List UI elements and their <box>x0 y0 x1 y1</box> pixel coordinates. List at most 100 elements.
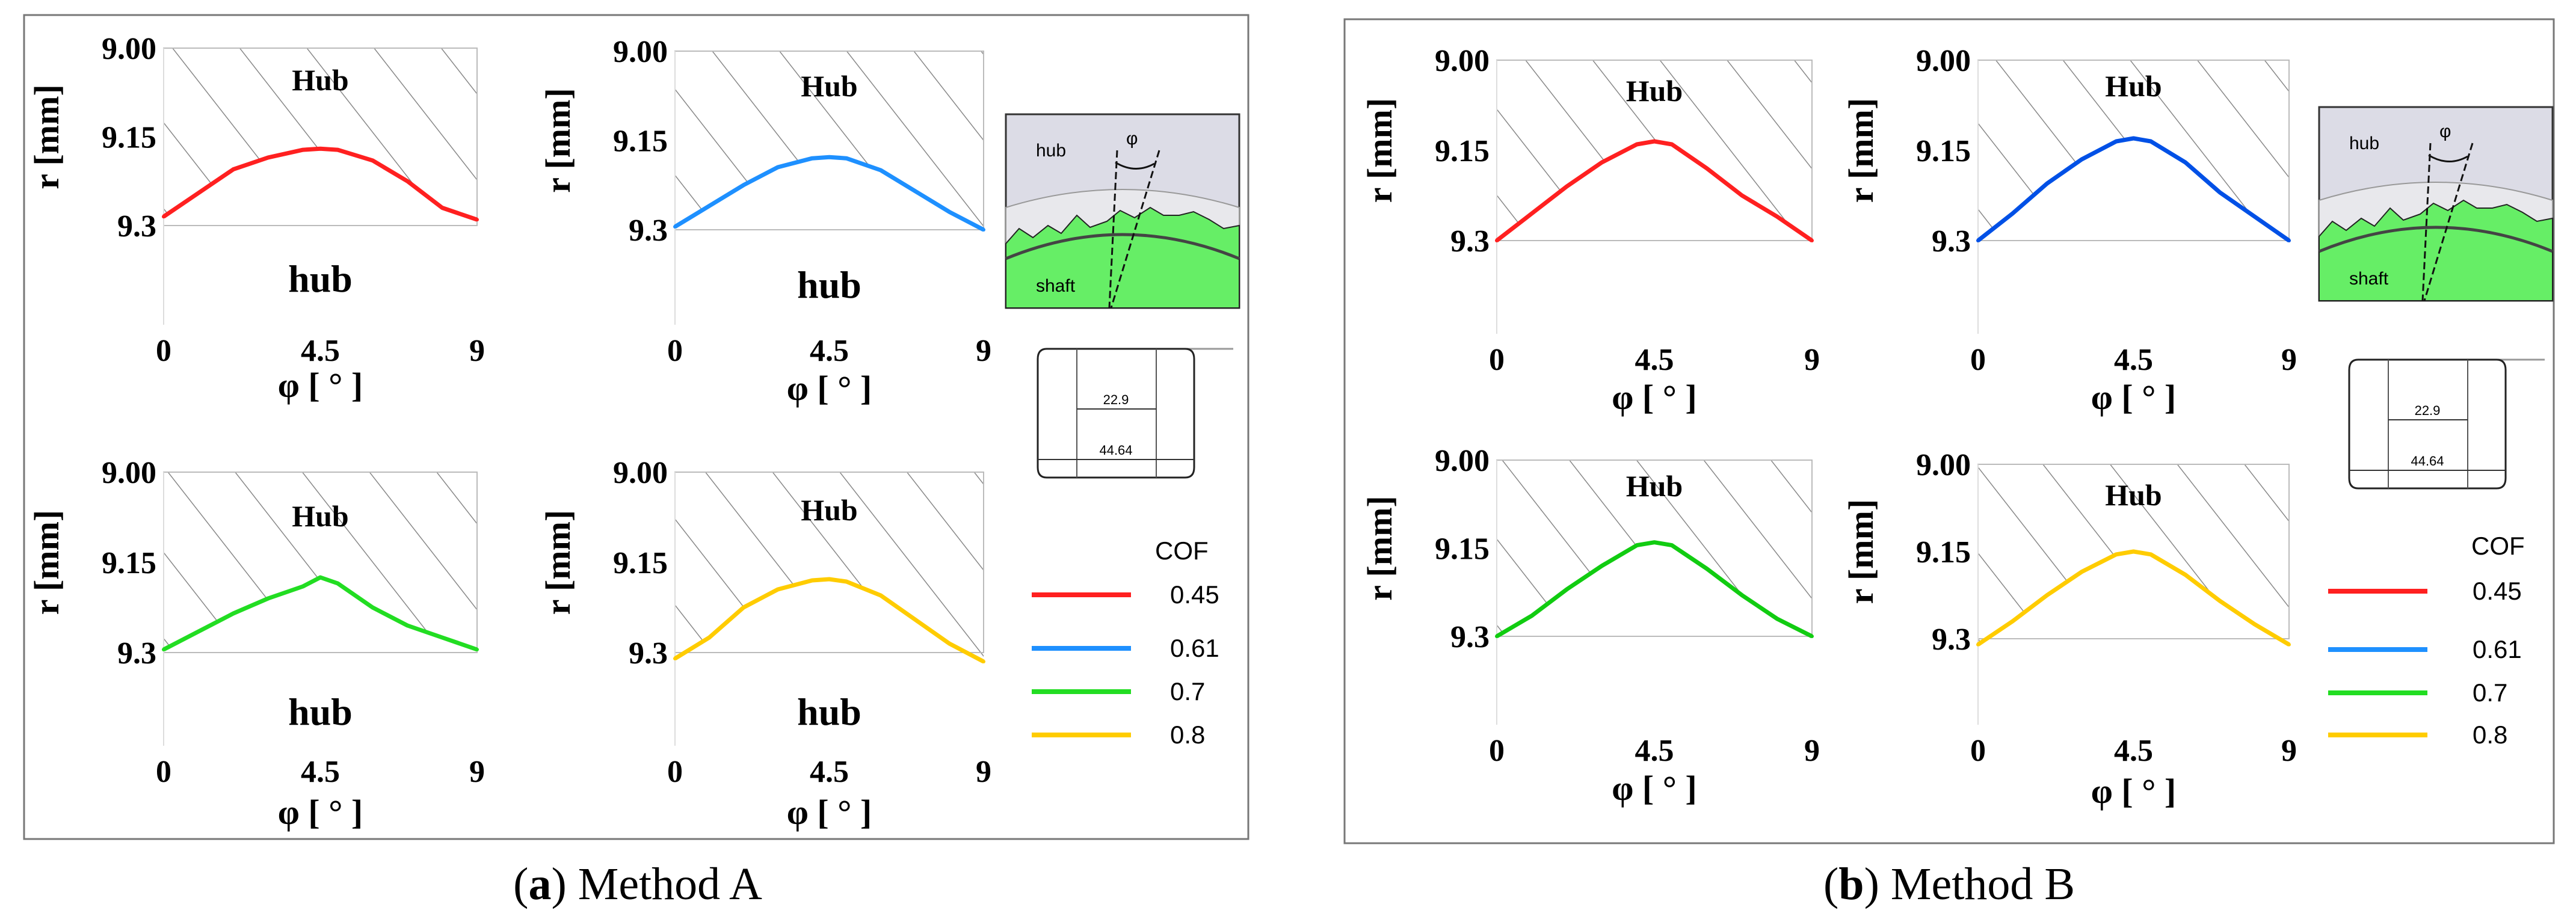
y-tick-label: 9.3 <box>1450 224 1490 259</box>
x-axis-label: φ [ ° ] <box>278 366 363 405</box>
y-tick-label: 9.3 <box>629 214 668 248</box>
legend-title-a: COF <box>1155 536 1209 565</box>
profile-point <box>1670 143 1674 146</box>
x-tick-label: 4.5 <box>1635 734 1674 768</box>
profile-point <box>879 594 883 597</box>
profile-point <box>810 156 814 161</box>
lower-hub-label: hub <box>288 257 353 300</box>
legend-title-b: COF <box>2471 532 2525 560</box>
x-axis-label: φ [ ° ] <box>2091 378 2177 417</box>
schematic-shaft-label-a: shaft <box>1036 276 1076 296</box>
legend-a: COF 0.45 0.61 0.7 0.8 <box>1032 536 1219 749</box>
hub-label: Hub <box>801 493 858 527</box>
x-tick-label: 0 <box>667 334 683 368</box>
x-tick-label: 9 <box>2281 734 2297 768</box>
profile-point <box>1740 194 1744 197</box>
profile-point <box>2218 599 2222 603</box>
hub-label: Hub <box>2105 69 2162 103</box>
profile-point <box>475 648 479 651</box>
profile-point <box>845 580 848 583</box>
tooth-schematic-b: hub φ shaft <box>2318 106 2554 302</box>
legend-b: COF 0.45 0.61 0.7 0.8 <box>2328 532 2525 749</box>
x-axis-label: φ [ ° ] <box>1612 769 1697 808</box>
profile-point <box>673 657 677 660</box>
y-axis-label: r [mm] <box>1360 98 1399 203</box>
x-tick-label: 9 <box>2281 343 2297 377</box>
chart-a-bottom-left: 9.00 9.15 9.3 0 4.5 9 φ [ ° ] r [mm] Hub hub <box>27 456 485 832</box>
profile-point <box>301 148 305 152</box>
y-tick-label: 9.15 <box>1435 134 1490 168</box>
x-tick-label: 4.5 <box>1635 343 1674 377</box>
y-tick-label: 9.15 <box>1435 532 1490 567</box>
profile-point <box>2011 212 2015 215</box>
y-tick-label: 9.15 <box>102 546 156 580</box>
profile-point <box>196 191 200 195</box>
profile-point <box>2149 140 2153 143</box>
y-axis-label: r [mm] <box>1360 496 1399 600</box>
y-tick-label: 9.15 <box>1916 535 1971 570</box>
lower-hub-label: hub <box>797 263 861 306</box>
profile-point <box>776 165 780 169</box>
y-tick-label: 9.3 <box>629 636 668 671</box>
x-tick-label: 4.5 <box>810 334 849 368</box>
legend-label-b-3: 0.8 <box>2473 721 2507 749</box>
profile-point <box>1565 185 1569 188</box>
y-axis-label: r [mm] <box>538 88 578 192</box>
y-tick-label: 9.00 <box>1916 448 1971 482</box>
legend-label-a-1: 0.61 <box>1170 634 1219 662</box>
caption-a-letter: a <box>528 859 551 909</box>
x-tick-label: 4.5 <box>301 334 340 368</box>
hub-hatch-region <box>164 48 477 220</box>
profile-point <box>1635 543 1639 547</box>
hub-label: Hub <box>2105 478 2162 512</box>
x-tick-label: 0 <box>1489 734 1505 768</box>
x-tick-label: 9 <box>976 755 991 789</box>
profile-point <box>475 218 479 222</box>
profile-point <box>1530 613 1534 618</box>
y-tick-label: 9.3 <box>117 636 156 671</box>
y-axis-label: r [mm] <box>1841 98 1881 203</box>
profile-point <box>2114 140 2118 143</box>
x-tick-label: 0 <box>1970 734 1986 768</box>
profile-point <box>196 630 200 633</box>
profile-point <box>1600 564 1604 568</box>
legend-label-b-1: 0.61 <box>2473 635 2522 663</box>
x-axis-label: φ [ ° ] <box>787 793 872 832</box>
y-tick-label: 9.00 <box>613 456 668 490</box>
profile-point <box>913 189 917 193</box>
tooth-schematic-a: hub φ shaft <box>1005 113 1240 309</box>
profile-point <box>2131 550 2136 553</box>
profile-point <box>982 228 985 232</box>
profile-point <box>231 167 235 171</box>
schematic-phi-label-a: φ <box>1126 129 1138 149</box>
profile-point <box>2252 215 2257 218</box>
x-axis-label: φ [ ° ] <box>278 793 363 832</box>
x-axis-label: φ [ ° ] <box>787 369 872 408</box>
profile-point <box>2080 158 2084 161</box>
chart-a-bottom-right: 9.00 9.15 9.3 0 4.5 9 φ [ ° ] r [mm] Hub hub <box>538 456 991 832</box>
x-tick-label: 4.5 <box>2114 734 2153 768</box>
profile-point <box>1810 239 1814 242</box>
profile-point <box>371 158 375 162</box>
profile-point <box>2011 619 2015 623</box>
profile-point <box>231 612 235 615</box>
x-tick-label: 9 <box>469 755 485 789</box>
hub-label: Hub <box>1626 74 1683 108</box>
y-tick-label: 9.15 <box>613 124 668 159</box>
profile-point <box>1810 635 1814 638</box>
legend-label-a-2: 0.7 <box>1170 677 1205 705</box>
profile-point <box>827 155 831 159</box>
y-tick-label: 9.00 <box>102 32 156 66</box>
profile-point <box>371 606 375 609</box>
chart-b-bottom-right: 9.00 9.15 9.3 0 4.5 9 φ [ ° ] r [mm] Hub <box>1841 448 2297 811</box>
profile-point <box>1705 167 1709 170</box>
caption-b-text: Method B <box>1879 859 2075 909</box>
schematic-hub-label-b: hub <box>2349 134 2379 153</box>
y-tick-label: 9.3 <box>1932 224 1971 259</box>
cross-section-a: 22.9 44.64 <box>1037 348 1233 479</box>
hub-hatch-region <box>1978 60 2289 241</box>
x-tick-label: 9 <box>469 334 485 368</box>
profile-point <box>2045 593 2049 597</box>
chart-b-top-right: 9.00 9.15 9.3 0 4.5 9 φ [ ° ] r [mm] Hub <box>1841 44 2297 417</box>
